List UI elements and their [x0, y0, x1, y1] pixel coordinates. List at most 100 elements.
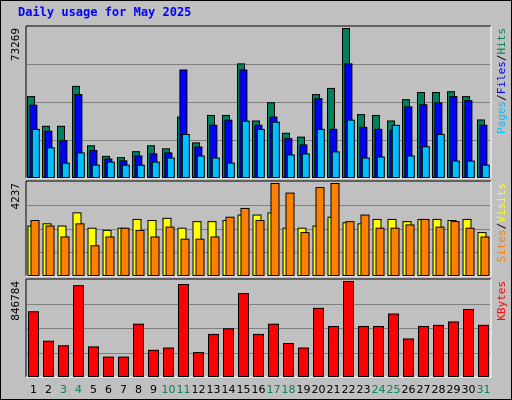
bar-sites-day-22	[345, 221, 355, 276]
x-tick-day-19: 19	[297, 383, 311, 396]
bar-sites-day-29	[450, 221, 460, 276]
x-tick-day-22: 22	[342, 383, 356, 396]
bar-sites-day-2	[45, 225, 55, 277]
bar-pages-day-10	[166, 157, 175, 179]
legend-sites: Sites	[495, 229, 508, 262]
bar-pages-day-9	[151, 161, 160, 178]
bar-kbytes-day-19	[298, 347, 309, 378]
bar-pages-day-8	[136, 164, 145, 178]
chart-panels	[25, 25, 492, 378]
bar-sites-day-6	[105, 236, 115, 276]
bar-pages-day-5	[91, 164, 100, 178]
bar-sites-day-26	[405, 224, 415, 276]
chart-title: Daily usage for May 2025	[18, 5, 192, 19]
bar-pages-day-3	[61, 162, 70, 178]
bar-kbytes-day-5	[88, 346, 99, 378]
bar-kbytes-day-10	[163, 347, 174, 378]
legend-pages: Pages	[495, 101, 508, 134]
bar-pages-day-14	[226, 162, 235, 178]
x-tick-labels: 1 2 3 4 5 6 7 8 9 10 11 12 13 14 15 16 17 18 19 20 21 22 23 24 2…	[30, 383, 491, 396]
legend-separator: /	[495, 55, 508, 62]
x-tick-day-2: 2	[45, 383, 52, 396]
bar-kbytes-day-27	[418, 325, 429, 378]
bar-pages-day-20	[316, 128, 325, 178]
bar-sites-day-16	[255, 220, 265, 276]
bar-kbytes-day-18	[283, 342, 294, 377]
bar-kbytes-day-17	[268, 323, 279, 377]
bar-sites-day-5	[90, 245, 100, 276]
x-tick-day-20: 20	[312, 383, 326, 396]
bar-kbytes-day-2	[43, 340, 54, 377]
bar-sites-day-4	[75, 223, 85, 276]
x-tick-day-16: 16	[252, 383, 266, 396]
bar-sites-day-8	[135, 229, 145, 276]
x-tick-day-29: 29	[447, 383, 461, 396]
bar-pages-day-26	[406, 155, 415, 178]
bar-pages-day-13	[211, 157, 220, 179]
x-tick-day-13: 13	[207, 383, 221, 396]
bar-kbytes-day-25	[388, 313, 399, 377]
bar-pages-day-17	[271, 121, 280, 178]
bar-sites-day-15	[240, 207, 250, 276]
bar-sites-day-20	[315, 187, 325, 276]
bar-kbytes-day-15	[238, 293, 249, 377]
bar-kbytes-day-21	[328, 325, 339, 378]
x-tick-day-4: 4	[75, 383, 82, 396]
bar-kbytes-day-6	[103, 356, 114, 378]
bar-kbytes-day-28	[433, 324, 444, 378]
bar-kbytes-day-26	[403, 338, 414, 377]
top-max-label: 73269	[9, 28, 22, 61]
bar-pages-day-29	[451, 160, 460, 179]
legend-separator: /	[495, 94, 508, 101]
bar-sites-day-12	[195, 238, 205, 277]
bar-kbytes-day-24	[373, 325, 384, 378]
x-tick-day-30: 30	[462, 383, 476, 396]
bar-pages-day-18	[286, 154, 295, 178]
bar-pages-day-6	[106, 161, 115, 178]
bar-sites-day-13	[210, 236, 220, 276]
x-tick-day-11: 11	[177, 383, 191, 396]
bar-sites-day-21	[330, 183, 340, 276]
bar-kbytes-day-14	[223, 328, 234, 378]
bar-pages-day-21	[331, 151, 340, 178]
bar-pages-day-22	[346, 119, 355, 178]
bar-sites-day-23	[360, 214, 370, 277]
x-tick-day-26: 26	[402, 383, 416, 396]
bottom-max-label: 846784	[9, 281, 22, 321]
middle-legend: Sites/Visits	[495, 183, 508, 263]
x-tick-day-28: 28	[432, 383, 446, 396]
bar-kbytes-day-7	[118, 356, 129, 378]
bar-sites-day-14	[225, 216, 235, 277]
x-tick-day-18: 18	[282, 383, 296, 396]
x-tick-day-25: 25	[387, 383, 401, 396]
bar-pages-day-16	[256, 128, 265, 178]
bar-pages-day-7	[121, 164, 130, 178]
bar-kbytes-day-3	[58, 345, 69, 378]
x-tick-day-15: 15	[237, 383, 251, 396]
bar-pages-day-12	[196, 155, 205, 178]
bottom-legend: KBytes	[495, 281, 508, 321]
bar-kbytes-day-8	[133, 323, 144, 377]
bar-kbytes-day-11	[178, 284, 189, 377]
bar-sites-day-7	[120, 227, 130, 277]
bar-kbytes-day-30	[463, 308, 474, 378]
x-tick-day-5: 5	[90, 383, 97, 396]
bar-sites-day-3	[60, 236, 70, 276]
bar-pages-day-19	[301, 153, 310, 179]
bar-kbytes-day-12	[193, 352, 204, 377]
bar-kbytes-day-29	[448, 321, 459, 377]
bar-sites-day-1	[30, 220, 40, 276]
bar-pages-day-2	[46, 147, 55, 179]
bar-pages-day-31	[481, 164, 490, 178]
bar-sites-day-17	[270, 183, 280, 276]
x-tick-day-6: 6	[105, 383, 112, 396]
chart-bars	[27, 28, 490, 378]
bar-sites-day-30	[465, 227, 475, 277]
bar-pages-day-30	[466, 160, 475, 179]
x-tick-day-17: 17	[267, 383, 281, 396]
bar-sites-day-31	[480, 236, 490, 276]
x-tick-day-14: 14	[222, 383, 236, 396]
bar-pages-day-11	[181, 133, 190, 179]
